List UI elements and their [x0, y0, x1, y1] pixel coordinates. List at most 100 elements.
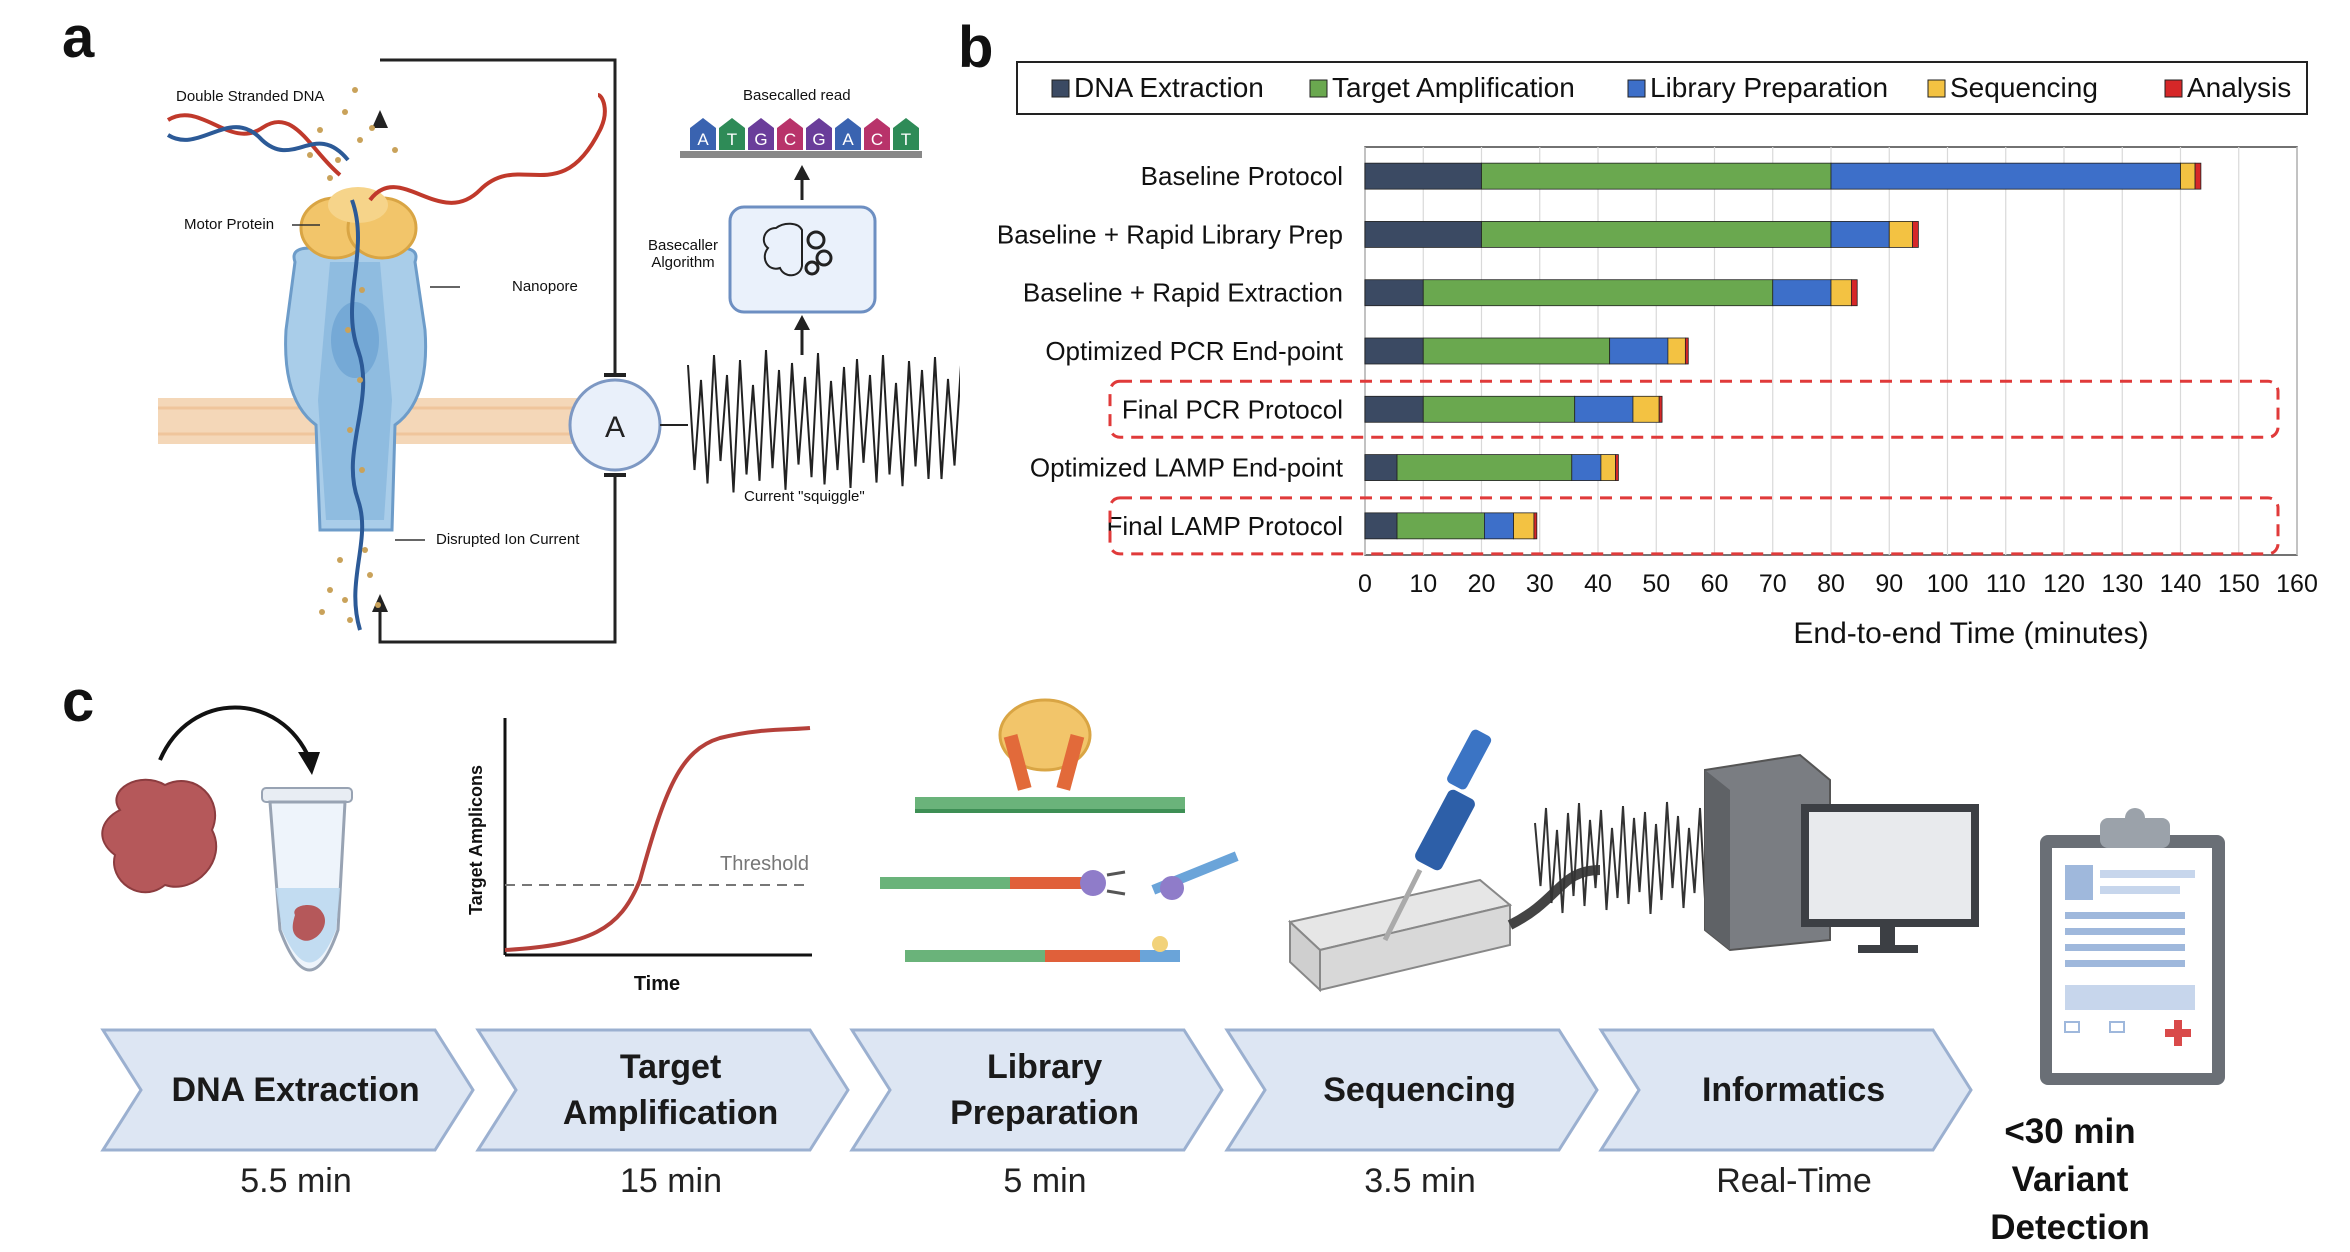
bar-segment — [1396, 512, 1485, 540]
legend-label: Target Amplification — [1332, 72, 1575, 103]
chart-x-label: End-to-end Time (minutes) — [1793, 617, 2148, 650]
bar-segment — [1658, 395, 1663, 423]
bar-segment — [1571, 454, 1602, 481]
chart-legend: DNA Extraction Target Amplification Librar… — [1016, 61, 2308, 115]
bar-segment — [1422, 337, 1611, 365]
step-label: Library Preparation — [950, 1048, 1140, 1132]
stacked-bar-chart: DNA Extraction Target Amplification Librar… — [997, 61, 2318, 650]
result-label: <30 min Variant Detection — [1930, 1108, 2210, 1252]
monitor-icon — [1801, 804, 1979, 927]
legend-swatch — [1309, 79, 1328, 98]
bar-segment — [1422, 395, 1576, 423]
step-label: DNA Extraction — [171, 1071, 420, 1109]
x-tick-label: 40 — [1584, 570, 1612, 598]
bar-segment — [1912, 221, 1919, 248]
step-label: Sequencing — [1323, 1071, 1516, 1109]
chart-x-ticks: 0 10 20 30 40 50 60 70 80 90 100 110 120 130 140 150 160 — [1358, 570, 2318, 598]
tissue-sample — [101, 778, 218, 894]
base-tile: A — [835, 118, 861, 150]
x-tick-label: 10 — [1409, 570, 1437, 598]
base-letter: T — [727, 130, 737, 149]
bar-segment — [1850, 279, 1858, 307]
x-tick-label: 30 — [1526, 570, 1554, 598]
dna-strand-blue — [166, 125, 350, 162]
arrow-to-read-icon — [794, 165, 810, 180]
result-line-1: <30 min — [2004, 1112, 2136, 1151]
base-tile: G — [806, 118, 832, 150]
chart-bars — [1364, 162, 2202, 540]
sequencing-squiggle — [1534, 801, 1707, 915]
base-letter: G — [812, 130, 825, 149]
bar-segment — [1684, 337, 1689, 365]
computer-icon — [1704, 753, 1979, 953]
bar-segment — [1364, 162, 1482, 190]
arrow-up-top-icon — [372, 110, 388, 128]
x-tick-label: 0 — [1358, 570, 1372, 598]
legend-swatch — [1927, 79, 1946, 98]
bar-segment — [1364, 454, 1398, 481]
bar-segment — [1396, 454, 1573, 481]
category-label: Optimized PCR End-point — [1045, 336, 1343, 366]
bar-segment — [2194, 162, 2202, 190]
x-tick-label: 150 — [2218, 570, 2260, 598]
legend-item: DNA Extraction — [1051, 72, 1264, 103]
legend-label: Sequencing — [1950, 72, 2098, 103]
adapter-icon — [1080, 870, 1106, 896]
bar-segment — [1830, 221, 1890, 248]
chart-category-labels: Baseline Protocol Baseline + Rapid Librar… — [997, 161, 1344, 541]
library-prep-dna — [880, 698, 1239, 962]
read-baseline — [680, 151, 922, 158]
category-label: Baseline Protocol — [1141, 161, 1343, 191]
base-tile: T — [719, 118, 745, 150]
base-letter: G — [754, 130, 767, 149]
step-label-box: Sequencing — [1265, 1030, 1574, 1150]
ion-dots — [307, 87, 398, 623]
bar-segment — [1830, 162, 2181, 190]
legend-item: Target Amplification — [1309, 72, 1575, 103]
bar-segment — [1364, 221, 1482, 248]
bar-segment — [1364, 337, 1424, 365]
step-time: Real-Time — [1716, 1162, 1872, 1200]
label-dsdna: Double Stranded DNA — [176, 88, 325, 105]
step-label-box: Library Preparation — [890, 1030, 1199, 1150]
bar-segment — [1772, 279, 1832, 307]
base-letter: T — [901, 130, 911, 149]
x-tick-label: 80 — [1817, 570, 1845, 598]
x-tick-label: 130 — [2101, 570, 2143, 598]
legend-box — [1016, 61, 2308, 115]
legend-label: DNA Extraction — [1074, 72, 1264, 103]
base-letter: A — [697, 130, 709, 149]
x-tick-label: 70 — [1759, 570, 1787, 598]
transfer-arrow-icon — [298, 752, 320, 775]
bar-segment — [1888, 221, 1913, 248]
amp-threshold-label: Threshold — [720, 853, 809, 875]
arrow-to-basecaller-icon — [794, 315, 810, 330]
step-label-box: Target Amplification — [516, 1030, 825, 1150]
x-tick-label: 90 — [1875, 570, 1903, 598]
x-tick-label: 100 — [1927, 570, 1969, 598]
legend-item: Library Preparation — [1627, 72, 1888, 103]
x-tick-label: 60 — [1701, 570, 1729, 598]
tube-cap — [261, 787, 353, 803]
bar-segment — [1422, 279, 1774, 307]
legend-swatch — [1051, 79, 1070, 98]
label-disrupted-ion-current: Disrupted Ion Current — [436, 531, 580, 548]
step-label: Target Amplification — [562, 1048, 779, 1132]
base-tile: C — [777, 118, 803, 150]
label-motor-protein: Motor Protein — [184, 216, 275, 233]
ammeter-label: A — [605, 411, 625, 444]
x-tick-label: 140 — [2160, 570, 2202, 598]
base-tile: C — [864, 118, 890, 150]
category-label: Final PCR Protocol — [1122, 394, 1343, 424]
dna-strand-red — [166, 113, 342, 177]
panel-letter-b: b — [958, 15, 994, 80]
x-tick-label: 50 — [1642, 570, 1670, 598]
step-time: 15 min — [619, 1162, 723, 1200]
label-nanopore: Nanopore — [512, 278, 578, 295]
base-tile: A — [690, 118, 716, 150]
bar-segment — [1364, 395, 1424, 423]
step-time: 5 min — [1003, 1162, 1087, 1200]
bar-segment — [1632, 395, 1660, 423]
amp-y-label: Target Amplicons — [466, 765, 486, 915]
bar-segment — [1513, 512, 1535, 540]
